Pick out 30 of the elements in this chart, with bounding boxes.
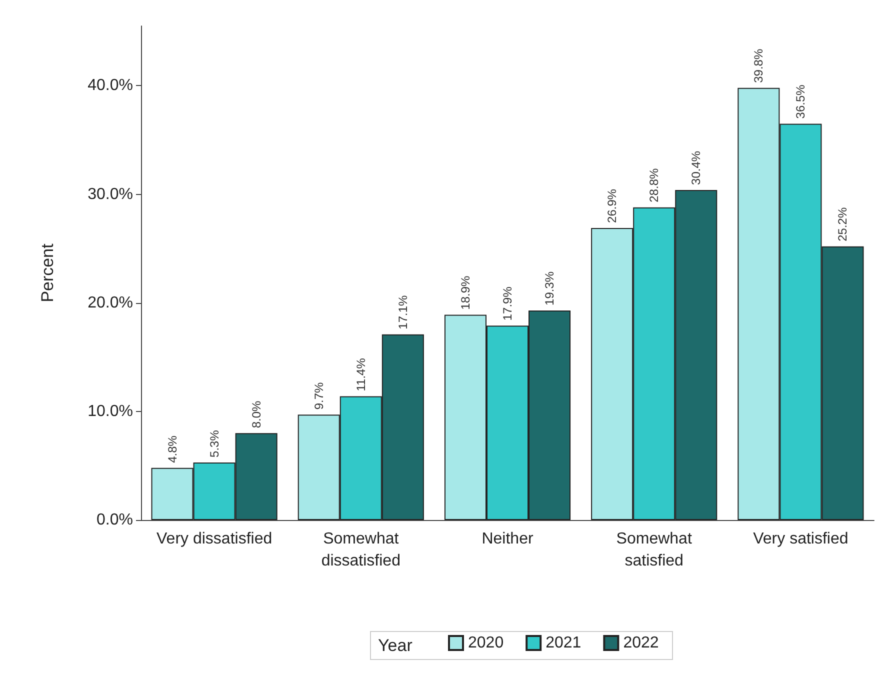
x-tick-label: Somewhat dissatisfied xyxy=(321,530,400,570)
legend-label: 2020 xyxy=(468,634,504,652)
x-tick-label: Somewhat satisfied xyxy=(616,530,692,570)
y-axis-title: Percent xyxy=(38,243,57,302)
y-tick-label: 0.0% xyxy=(96,512,133,528)
data-label: 8.0% xyxy=(249,400,264,428)
data-label: 18.9% xyxy=(458,275,472,310)
data-label: 11.4% xyxy=(354,358,368,392)
y-tick-label: 40.0% xyxy=(88,77,133,94)
legend-label: 2022 xyxy=(623,634,659,652)
x-tick-label: Very satisfied xyxy=(753,530,848,548)
data-label: 17.9% xyxy=(500,286,514,321)
x-tick-label: Neither xyxy=(482,530,534,548)
data-label: 36.5% xyxy=(794,84,808,119)
data-label: 39.8% xyxy=(752,48,766,83)
y-tick-label: 20.0% xyxy=(88,294,133,312)
data-label: 4.8% xyxy=(165,435,180,463)
y-tick-label: 10.0% xyxy=(88,402,133,420)
data-label: 5.3% xyxy=(207,430,222,458)
x-tick-label: Very dissatisfied xyxy=(156,530,272,548)
data-label: 28.8% xyxy=(647,168,662,202)
data-label: 9.7% xyxy=(312,382,326,410)
legend-label: 2021 xyxy=(546,634,582,652)
y-tick-label: 30.0% xyxy=(88,186,133,203)
data-label: 30.4% xyxy=(689,150,704,185)
data-label: 25.2% xyxy=(836,207,850,242)
data-label: 26.9% xyxy=(605,188,620,223)
legend-title: Year xyxy=(378,636,413,655)
data-label: 19.3% xyxy=(542,271,557,306)
data-label: 17.1% xyxy=(396,294,410,330)
